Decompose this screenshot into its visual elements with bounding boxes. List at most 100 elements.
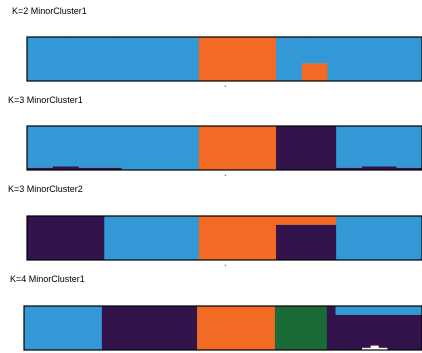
bar-segment (207, 126, 217, 170)
bar-segment (378, 314, 388, 348)
bar-segment (231, 306, 241, 350)
bar-segment (121, 126, 131, 170)
bar-segment (267, 126, 277, 170)
bar-segment (172, 37, 183, 81)
bar-segment (241, 216, 251, 260)
x-tick-label: ` (224, 85, 227, 94)
bar-segment (241, 126, 251, 170)
bar-segment (267, 37, 277, 81)
bar-segment (172, 216, 183, 260)
bar-segment (130, 216, 140, 260)
bar-segment (164, 37, 174, 81)
panel-k3-minorcluster1: K=3 MinorCluster1 ` (8, 95, 422, 183)
bar-segment (155, 216, 165, 260)
bar-segment (61, 126, 71, 167)
bar-segment (301, 224, 311, 260)
bar-segment (379, 166, 389, 170)
bar-segment (310, 224, 320, 260)
bar-segment (336, 216, 346, 260)
bar-segment (293, 126, 303, 170)
stacked-bars (27, 216, 422, 260)
bar-segment (370, 216, 380, 260)
bar-segment (276, 37, 286, 81)
bar-segment (24, 306, 34, 350)
bar-segment (379, 216, 389, 260)
bar-segment (404, 167, 415, 170)
bar-segment (344, 167, 354, 170)
bar-segment (207, 37, 217, 81)
bar-segment (276, 224, 286, 260)
bar-segment (258, 126, 269, 170)
bar-segment (104, 216, 114, 260)
bar-segment (309, 306, 319, 350)
bar-segment (155, 126, 165, 170)
plot-frame (26, 125, 422, 171)
bar-segment (361, 37, 372, 81)
bar-segment (284, 224, 294, 260)
bar-segment (84, 306, 94, 350)
bar-segment (224, 37, 234, 81)
bar-segment (335, 306, 345, 315)
bar-segment (181, 37, 191, 81)
bar-segment (352, 314, 363, 350)
bar-segment (344, 126, 354, 168)
bar-segment (233, 216, 243, 260)
bar-segment (283, 306, 293, 350)
bar-segment (87, 216, 97, 260)
bar-segment (130, 126, 140, 170)
bar-segment (396, 216, 406, 260)
bar-segment (387, 216, 397, 260)
bar-segment (27, 167, 37, 170)
bar-segment (44, 216, 54, 260)
bar-segment (301, 126, 311, 170)
bar-segment (292, 306, 302, 350)
bar-segment (27, 216, 37, 260)
bar-segment (95, 216, 105, 260)
bar-segment (224, 126, 234, 170)
bar-segment (318, 126, 329, 170)
bar-segment (188, 306, 198, 350)
bar-segment (119, 306, 129, 350)
stacked-bars (27, 37, 422, 81)
bar-segment (404, 314, 414, 350)
bar-segment (35, 126, 45, 168)
bar-segment (284, 216, 294, 225)
bar-segment (327, 126, 337, 170)
bar-segment (181, 126, 191, 170)
bar-segment (181, 216, 191, 260)
bar-segment (147, 126, 157, 170)
bar-segment (310, 37, 320, 64)
bar-segment (233, 126, 243, 170)
bar-segment (147, 216, 157, 260)
bar-segment (396, 306, 406, 315)
panel-title: K=3 MinorCluster2 (8, 184, 83, 194)
bar-segment (110, 306, 120, 350)
bar-segment (336, 167, 346, 170)
bar-segment (344, 306, 354, 315)
panel-title: K=2 MinorCluster1 (12, 6, 87, 16)
bar-segment (145, 306, 155, 350)
bar-segment (404, 126, 415, 168)
bar-segment (233, 37, 243, 81)
bar-segment (413, 167, 422, 170)
bar-segment (301, 216, 311, 225)
bar-segment (67, 306, 77, 350)
bar-segment (300, 306, 311, 350)
bar-segment (361, 126, 372, 167)
bar-segment (301, 63, 311, 81)
bar-segment (78, 167, 88, 170)
bar-segment (215, 126, 226, 170)
bar-segment (78, 37, 88, 81)
bar-segment (155, 37, 165, 81)
bar-segment (353, 37, 363, 81)
bar-segment (379, 37, 389, 81)
bar-segment (205, 306, 215, 350)
bar-segment (274, 306, 285, 350)
bar-segment (87, 167, 97, 170)
bar-segment (93, 306, 103, 350)
bar-segment (101, 306, 112, 350)
bar-segment (370, 37, 380, 81)
bar-segment (87, 126, 97, 168)
bar-segment (69, 126, 80, 167)
bar-segment (327, 37, 337, 81)
